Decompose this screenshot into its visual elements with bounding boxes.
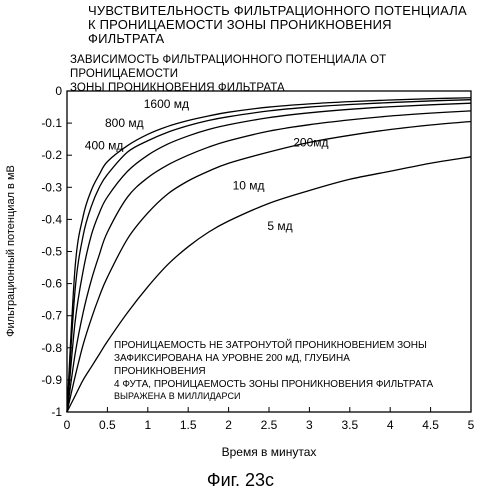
- x-tick-label: 1.5: [180, 418, 197, 432]
- x-tick-label: 5: [468, 418, 475, 432]
- series-label: 1600 мд: [144, 97, 189, 111]
- annotation: ПРОНИЦАЕМОСТЬ НЕ ЗАТРОНУТОЙ ПРОНИКНОВЕНИ…: [114, 338, 434, 401]
- x-tick-label: 2.5: [261, 418, 278, 432]
- annotation-line-3: ПРОНИКНОВЕНИЯ: [114, 366, 206, 377]
- annotation-line-5: ВЫРАЖЕНА В МИЛЛИДАРСИ: [114, 391, 240, 401]
- y-tick-label: -0.4: [41, 212, 62, 226]
- y-tick-label: -1: [51, 405, 62, 419]
- y-tick-label: -0.8: [41, 341, 62, 355]
- x-tick-label: 1: [144, 418, 151, 432]
- y-tick-label: -0.2: [41, 148, 62, 162]
- figure-caption: Фиг. 23с: [0, 470, 481, 491]
- y-tick-label: -0.9: [41, 373, 62, 387]
- x-tick-label: 4.5: [422, 418, 439, 432]
- annotation-line-1: ПРОНИЦАЕМОСТЬ НЕ ЗАТРОНУТОЙ ПРОНИКНОВЕНИ…: [114, 338, 427, 351]
- series-layer: [67, 98, 471, 412]
- x-tick-label: 4: [387, 418, 394, 432]
- x-tick-label: 2: [225, 418, 232, 432]
- y-tick-label: -0.7: [41, 309, 62, 323]
- annotation-line-2: ЗАФИКСИРОВАНА НА УРОВНЕ 200 мД, ГЛУБИНА: [114, 353, 350, 364]
- x-tick-label: 0: [64, 418, 71, 432]
- annotation-line-4: 4 ФУТА, ПРОНИЦАЕМОСТЬ ЗОНЫ ПРОНИКНОВЕНИЯ…: [114, 379, 434, 390]
- series-label-layer: 1600 мд800 мд 400 мд 200мд 10 мд 5 мд: [85, 97, 329, 233]
- series-label: 400 мд: [85, 139, 124, 153]
- x-tick-label: 3: [306, 418, 313, 432]
- series-label: 10 мд: [233, 179, 265, 193]
- y-tick-label: -0.3: [41, 180, 62, 194]
- x-tick-label: 3.5: [341, 418, 358, 432]
- x-axis-label: Время в минутах: [222, 445, 317, 459]
- y-axis-label: Фильтрационный потенциал в мВ: [5, 165, 17, 337]
- series-label: 200мд: [293, 135, 328, 149]
- series-label: 5 мд: [267, 219, 292, 233]
- y-tick-label: 0: [55, 84, 62, 98]
- line-chart: 0 0.5 1 1.5 2 2.5 3 3.5 4 4.5 5 0 -0.1 -0.2 -0.3 -0.4 -0…: [0, 0, 481, 470]
- x-tick-label: 0.5: [99, 418, 116, 432]
- y-tick-label: -0.6: [41, 277, 62, 291]
- series-line-1: [67, 98, 471, 412]
- series-label: 800 мд: [105, 116, 144, 130]
- y-tick-label: -0.1: [41, 116, 62, 130]
- y-tick-label: -0.5: [41, 245, 62, 259]
